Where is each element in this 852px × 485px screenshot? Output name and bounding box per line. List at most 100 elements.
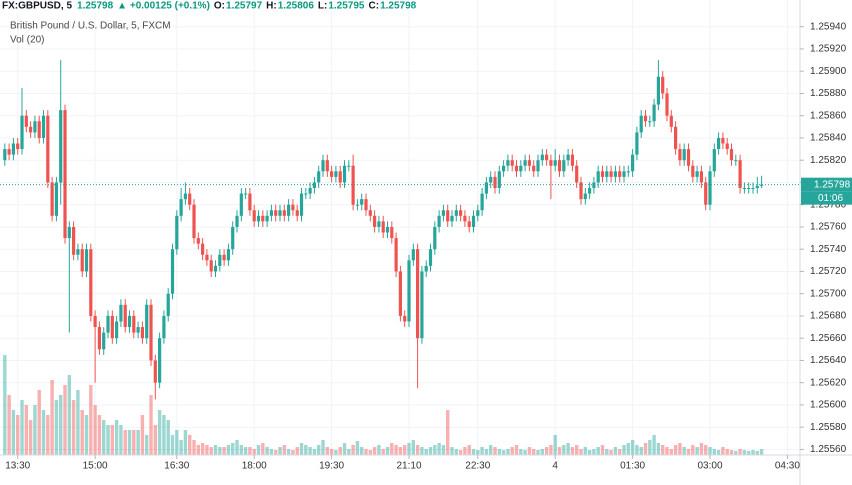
volume-bar bbox=[618, 449, 622, 455]
y-tick-label: 1.25560 bbox=[810, 444, 847, 455]
volume-bar bbox=[433, 445, 437, 455]
candle-body bbox=[317, 171, 321, 183]
candle-body bbox=[747, 188, 751, 190]
candle-body bbox=[605, 171, 609, 177]
volume-bar bbox=[295, 447, 299, 455]
candle-body bbox=[600, 171, 605, 177]
volume-bar bbox=[454, 449, 459, 455]
candle-body bbox=[527, 160, 532, 166]
candle-body bbox=[93, 315, 97, 328]
y-tick-label: 1.25840 bbox=[810, 133, 847, 144]
candle-body bbox=[287, 204, 291, 216]
countdown-badge bbox=[801, 191, 852, 205]
candle-body bbox=[201, 243, 205, 255]
x-tick-label: 15:00 bbox=[83, 461, 108, 472]
volume-bar bbox=[196, 445, 201, 455]
candle-body bbox=[566, 154, 570, 161]
volume-layer bbox=[3, 355, 764, 455]
ohlc-label: L: bbox=[318, 1, 327, 12]
volume-bar bbox=[420, 447, 424, 455]
volume-bar bbox=[747, 451, 751, 455]
candle-body bbox=[67, 226, 71, 239]
candle-body bbox=[235, 215, 239, 227]
candle-body bbox=[545, 154, 549, 161]
volume-bar bbox=[166, 420, 170, 455]
y-tick-label: 1.25780 bbox=[810, 199, 847, 210]
volume-bar bbox=[248, 447, 252, 455]
header-bg bbox=[0, 0, 400, 12]
candle-body bbox=[729, 149, 734, 161]
candle-body bbox=[390, 226, 394, 239]
volume-bar bbox=[708, 447, 712, 455]
volume-bar bbox=[678, 443, 682, 455]
volume-bar bbox=[222, 447, 226, 455]
candle-body bbox=[411, 249, 415, 261]
x-tick-label: 21:10 bbox=[396, 461, 421, 472]
candle-body bbox=[140, 327, 145, 339]
candle-body bbox=[325, 160, 329, 172]
volume-bar bbox=[729, 450, 734, 455]
candle-body bbox=[403, 315, 407, 322]
volume-bar bbox=[140, 415, 145, 455]
volume-bar bbox=[630, 440, 635, 455]
candle-body bbox=[338, 171, 342, 183]
candle-body bbox=[424, 265, 428, 272]
x-tick-label: 19:30 bbox=[319, 461, 344, 472]
candle-body bbox=[678, 149, 682, 161]
volume-bar bbox=[132, 430, 136, 455]
price-badge-text: 1.25798 bbox=[814, 179, 851, 190]
x-tick-label: 03:00 bbox=[697, 461, 722, 472]
volume-bar bbox=[355, 441, 360, 455]
candle-body bbox=[80, 249, 84, 272]
candle-body bbox=[557, 160, 562, 172]
candle-body bbox=[562, 160, 566, 172]
candle-body bbox=[497, 171, 501, 189]
candle-body bbox=[20, 115, 24, 150]
candle-body bbox=[231, 226, 235, 250]
volume-bar bbox=[635, 445, 639, 455]
volume-bar bbox=[437, 443, 441, 455]
volume-bar bbox=[213, 445, 218, 455]
volume-bar bbox=[209, 447, 213, 455]
candle-body bbox=[16, 143, 20, 150]
volume-bar bbox=[605, 449, 609, 455]
candle-body bbox=[420, 271, 424, 339]
last-price: 1.25798 bbox=[77, 1, 114, 12]
candle-body bbox=[669, 115, 673, 127]
volume-bar bbox=[218, 447, 222, 455]
candle-body bbox=[351, 165, 355, 205]
candle-body bbox=[652, 104, 656, 122]
candle-body bbox=[278, 210, 282, 216]
candle-body bbox=[239, 193, 243, 216]
candle-body bbox=[368, 210, 372, 216]
candle-body bbox=[110, 315, 114, 339]
volume-bar bbox=[170, 435, 175, 455]
volume-bar bbox=[80, 410, 84, 455]
volume-bar bbox=[145, 435, 149, 455]
candle-body bbox=[153, 360, 157, 383]
candle-body bbox=[347, 165, 351, 167]
volume-bar bbox=[351, 445, 355, 455]
volume-bar bbox=[428, 447, 433, 455]
candle-body bbox=[476, 210, 480, 216]
volume-bar bbox=[471, 449, 476, 455]
volume-bar bbox=[390, 443, 394, 455]
candle-body bbox=[553, 160, 557, 166]
volume-bar bbox=[579, 449, 583, 455]
volume-bar bbox=[71, 400, 76, 455]
candle-body bbox=[115, 321, 119, 339]
candle-body bbox=[24, 115, 28, 127]
price-badge bbox=[801, 177, 852, 192]
volume-bar bbox=[712, 449, 717, 455]
x-tick-label: 04:30 bbox=[775, 461, 800, 472]
candle-body bbox=[11, 143, 16, 155]
volume-bar bbox=[342, 443, 347, 455]
candle-body bbox=[480, 193, 484, 211]
volume-bar bbox=[261, 443, 265, 455]
y-tick-label: 1.25940 bbox=[810, 21, 847, 32]
volume-bar bbox=[243, 447, 248, 455]
candle-body bbox=[656, 76, 661, 105]
volume-bar bbox=[411, 440, 416, 455]
x-tick-label: 4 bbox=[552, 461, 558, 472]
volume-bar bbox=[661, 445, 665, 455]
